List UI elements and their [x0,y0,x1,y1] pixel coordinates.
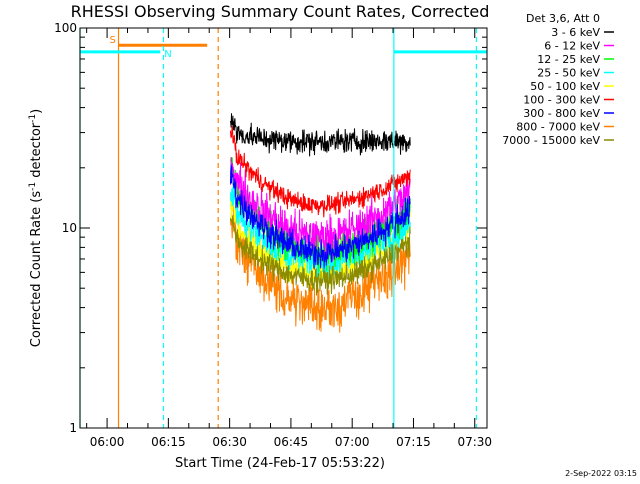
legend-label: 7000 - 15000 keV [502,134,600,147]
legend-label: 50 - 100 keV [530,80,600,93]
x-tick-label: 06:00 [90,435,125,449]
chart-title: RHESSI Observing Summary Count Rates, Co… [71,2,490,21]
legend-label: 25 - 50 keV [537,67,600,80]
legend-label: 100 - 300 keV [523,94,600,107]
legend-label: 6 - 12 keV [544,40,600,53]
x-tick-label: 07:30 [457,435,492,449]
series-line-300-800-kev [230,164,411,270]
marker-label-s: S [110,35,116,46]
series-line-7000-15000-kev [230,215,411,296]
x-axis-label: Start Time (24-Feb-17 05:53:22) [175,456,385,471]
marker-label-n: N [164,49,171,60]
data-layer [230,113,411,333]
marker-layer: SN [79,28,487,428]
series-line-100-300-kev [230,125,411,218]
series-line-3-6-kev [230,113,411,157]
legend-label: 3 - 6 keV [551,26,600,39]
y-axis-label: Corrected Count Rate (s-1 detector-1) [28,109,44,347]
y-tick-label: 10 [62,221,77,235]
x-tick-label: 06:30 [212,435,247,449]
x-tick-label: 07:15 [396,435,431,449]
y-tick-label: 1 [69,421,77,435]
axis-layer: 1 10 100 06:00 06:15 06:30 06:45 07:00 07:15 07:3… [54,21,492,449]
legend-label: 300 - 800 keV [523,107,600,120]
legend-label: 12 - 25 keV [537,53,600,66]
y-tick-label: 100 [54,21,77,35]
x-tick-label: 07:00 [335,435,370,449]
plot-date: 2-Sep-2022 03:15 [565,469,637,478]
legend-title: Det 3,6, Att 0 [526,12,600,25]
legend-label: 800 - 7000 keV [516,121,600,134]
x-tick-label: 06:45 [274,435,309,449]
series-line-800-7000-kev [230,204,411,333]
x-tick-label: 06:15 [151,435,186,449]
